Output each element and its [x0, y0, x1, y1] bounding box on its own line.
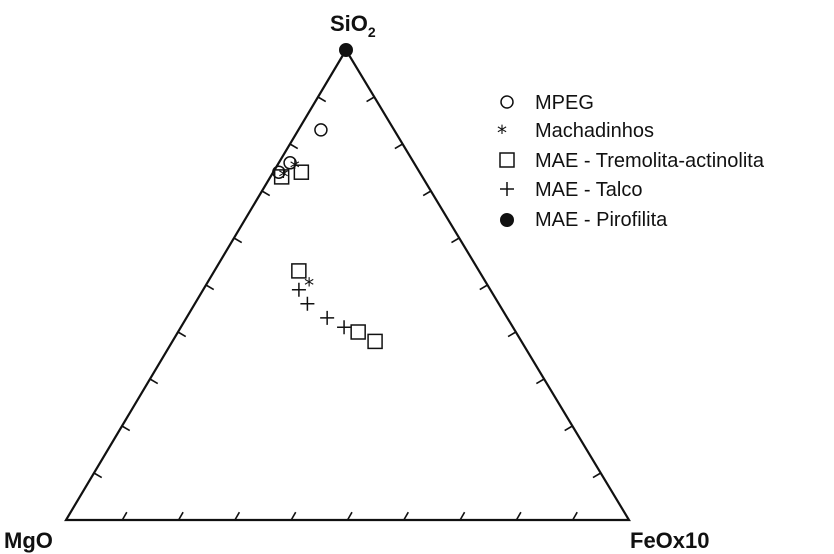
- tick-marks: [93, 96, 602, 521]
- data-point-asterisk: *: [278, 165, 288, 189]
- data-point-plus: [291, 282, 306, 297]
- axis-tick: [515, 511, 522, 521]
- axis-tick: [121, 425, 131, 432]
- data-point-square: [350, 324, 366, 340]
- legend-item-machadinhos: * Machadinhos: [497, 120, 654, 145]
- legend-label: MAE - Talco: [535, 179, 642, 201]
- legend-item-talco: MAE - Talco: [500, 179, 642, 201]
- data-point-square: [367, 333, 383, 350]
- axis-tick: [535, 378, 545, 385]
- axis-tick: [205, 284, 215, 291]
- axis-tick: [290, 511, 297, 521]
- data-points: ***: [272, 43, 383, 350]
- axis-tick: [479, 284, 488, 291]
- vertex-label-top: SiO2: [330, 11, 376, 40]
- legend: MPEG * Machadinhos MAE - Tremolita-actin…: [497, 92, 765, 231]
- axis-tick: [422, 190, 432, 197]
- axis-tick: [394, 143, 404, 150]
- axis-tick: [289, 143, 299, 150]
- legend-label: MPEG: [535, 92, 594, 114]
- data-point-filled-circle: [339, 43, 353, 57]
- data-point-square: [291, 263, 307, 279]
- axis-tick: [403, 511, 409, 521]
- axis-tick: [121, 511, 128, 521]
- axis-tick: [234, 511, 241, 521]
- legend-marker-circle: [500, 95, 514, 109]
- axis-tick: [177, 331, 187, 338]
- legend-item-mpeg: MPEG: [500, 92, 594, 114]
- axis-tick: [233, 237, 243, 244]
- vertex-label-left: MgO: [4, 528, 53, 553]
- axis-tick: [149, 378, 159, 385]
- data-point-plus: [320, 310, 335, 325]
- axis-tick: [93, 472, 103, 479]
- data-point-asterisk: *: [304, 273, 314, 297]
- axis-tick: [346, 511, 353, 521]
- data-point-square: [273, 169, 290, 185]
- data-point-plus: [300, 296, 315, 311]
- data-point-circle: [272, 165, 286, 179]
- legend-marker-asterisk: *: [497, 121, 507, 145]
- legend-label: MAE - Pirofilita: [535, 209, 668, 231]
- data-point-plus: [337, 320, 352, 335]
- legend-item-tremolita: MAE - Tremolita-actinolita: [499, 150, 765, 172]
- legend-label: Machadinhos: [535, 120, 654, 142]
- legend-marker-square: [499, 152, 515, 168]
- legend-label: MAE - Tremolita-actinolita: [535, 150, 765, 172]
- legend-marker-plus: [500, 182, 514, 196]
- axis-tick: [317, 96, 327, 103]
- axis-tick: [177, 511, 184, 521]
- data-point-circle: [314, 123, 328, 137]
- axis-tick: [564, 425, 573, 432]
- axis-tick: [366, 96, 375, 103]
- vertex-label-right: FeOx10: [630, 528, 710, 553]
- legend-marker-filled-circle: [500, 213, 514, 227]
- axis-tick: [459, 511, 466, 521]
- axis-tick: [572, 511, 578, 521]
- legend-item-pirofilita: MAE - Pirofilita: [500, 209, 668, 231]
- axis-tick: [507, 331, 517, 338]
- axis-tick: [261, 190, 271, 197]
- axis-tick: [592, 472, 602, 479]
- data-point-square: [293, 164, 310, 180]
- data-point-circle: [283, 156, 297, 170]
- axis-tick: [451, 237, 460, 244]
